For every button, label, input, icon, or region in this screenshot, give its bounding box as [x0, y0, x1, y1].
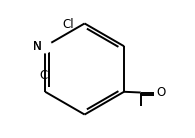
Text: Cl: Cl — [62, 18, 74, 31]
Text: O: O — [156, 86, 165, 99]
Text: N: N — [32, 40, 41, 53]
Text: N: N — [32, 40, 41, 53]
Text: Cl: Cl — [39, 69, 51, 82]
